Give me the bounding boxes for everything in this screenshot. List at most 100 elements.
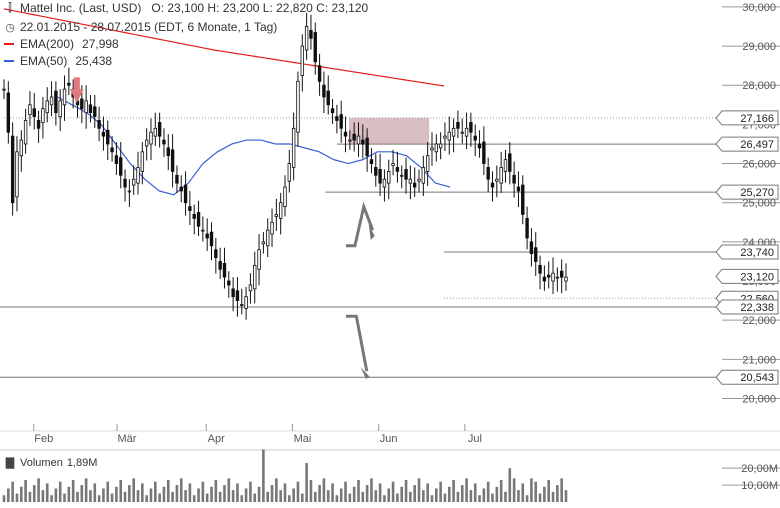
volume-bar [413,485,416,502]
volume-bar [71,480,75,502]
volume-bar [45,483,49,502]
ema50-label: EMA(50) [20,54,68,68]
candle-body [443,135,447,139]
volume-bar [326,490,330,502]
candle-body [240,304,244,306]
volume-bar [344,481,347,502]
candle-body [36,120,41,129]
volume-bar [443,493,447,502]
volume-bar [154,481,157,502]
candle-body [140,151,145,172]
candle-body [58,100,62,117]
volume-bar [89,490,92,502]
candle-body [261,241,266,245]
level-tag [715,299,779,315]
volume-bar [370,478,373,502]
volume-bar [80,485,84,502]
volume-bar [300,493,304,502]
candle-body [438,143,443,149]
candle-body [136,167,140,184]
candle-body [430,147,434,151]
volume-bar [236,483,239,502]
candle-body [179,186,183,192]
volume-bar [491,493,494,502]
volume-bar [67,486,71,502]
x-tick-label: Apr [208,433,225,445]
candle-body [343,131,348,137]
candle-body [183,184,188,204]
volume-bar [244,488,248,502]
y-tick-label: 26,000 [742,159,776,171]
ema200-value: 27,998 [82,37,119,51]
candle-body [378,169,382,184]
legend-ema200: EMA(200) 27,998 [4,37,119,51]
volume-bar [508,468,512,502]
candle-body [326,90,330,106]
volume-bar [357,480,360,502]
level-label: 23,740 [740,247,774,259]
volume-tick-label: 10,00M [741,480,778,492]
candle-body [32,108,36,117]
projection-arrow-up [345,201,375,248]
volume-bar [452,480,455,502]
ema200-swatch [4,43,14,45]
volume-bar [11,481,14,502]
candle-body [45,100,49,114]
x-tick-label: Feb [34,433,53,445]
x-tick-label: Mär [118,433,137,445]
volume-legend: ▇ Volumen 1,89M [4,456,98,470]
candle-body [408,178,413,184]
candle-body [93,106,97,117]
candle-body [222,263,227,278]
candle-body [235,290,240,302]
volume-bar [335,495,339,502]
candle-body [131,178,136,186]
volume-bar [417,478,421,502]
volume-bar [54,488,58,502]
candle-body [542,276,547,282]
volume-bar [309,480,313,502]
volume-bar [240,495,244,502]
volume-bar [136,490,140,502]
volume-bar [2,495,6,502]
ema50-value: 25,438 [75,54,113,68]
volume-bar [201,481,205,502]
ema50-line [57,96,451,196]
candle-body [516,186,521,192]
volume-bar [447,486,451,502]
candle-body [547,274,551,278]
candle-body [166,147,170,157]
candle-body [477,143,482,149]
volume-bar [24,480,27,502]
candle-body [67,82,71,86]
candle-body [10,135,15,204]
candle-body [529,241,534,255]
level-label: 22,338 [740,302,774,314]
candle-body [123,178,127,188]
candle-body [162,139,166,145]
volume-bar [318,485,321,502]
volume-bar [547,480,551,502]
candle-body [41,108,45,123]
candle-body [434,143,439,153]
candle-body [322,84,326,98]
candle-body [551,272,555,282]
volume-bar [76,491,79,502]
candle-body [356,135,361,145]
candle-body [339,114,343,129]
volume-bar [560,478,563,502]
volume-bar [128,485,131,502]
candle-body [387,170,391,184]
candle-body [127,190,132,193]
candle-body [512,174,516,184]
candle-body [382,178,387,188]
candle-body [503,159,508,172]
volume-bar [296,481,300,502]
candle-body [257,249,261,270]
candle-body [495,178,499,182]
volume-bar [530,478,533,502]
volume-bar [41,490,45,502]
volume-bar [538,493,542,502]
volume-bar [465,478,468,502]
candle-body [473,135,477,141]
